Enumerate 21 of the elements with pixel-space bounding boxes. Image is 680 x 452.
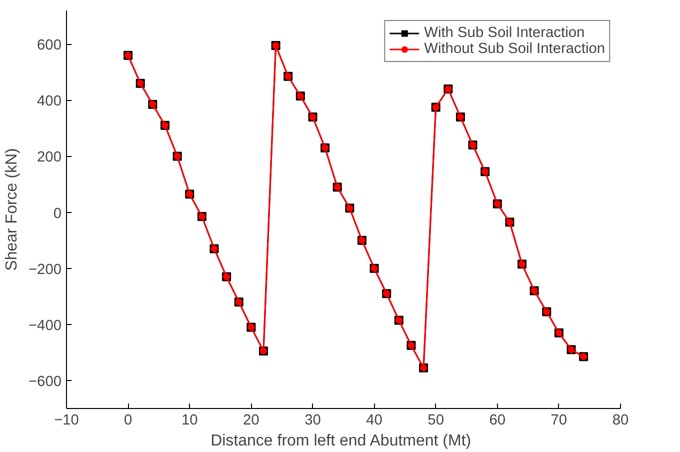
x-tick-label: 0 [124,412,132,428]
legend-label: Without Sub Soil Interaction [424,41,605,57]
x-tick-label: 30 [304,412,321,428]
y-axis-title: Shear Force (kN) [3,148,20,271]
x-tick-label: 60 [489,412,506,428]
x-tick-label: 70 [550,412,568,428]
x-tick-label: 40 [366,412,382,428]
y-tick-label: −600 [28,374,62,390]
x-tick-label: 80 [612,412,629,428]
y-tick-label: 0 [53,206,62,222]
y-tick-label: 600 [37,38,62,54]
x-axis-title: Distance from left end Abutment (Mt) [210,432,472,450]
x-tick-label: −10 [54,412,79,428]
y-tick-label: 400 [37,94,62,110]
y-tick-label: −200 [28,262,62,278]
legend-label: With Sub Soil Interaction [424,25,585,41]
y-tick-label: 200 [37,150,62,166]
y-tick-label: −400 [28,318,62,334]
x-tick-label: 10 [181,412,198,428]
x-tick-label: 50 [428,412,444,428]
x-tick-label: 20 [243,412,260,428]
